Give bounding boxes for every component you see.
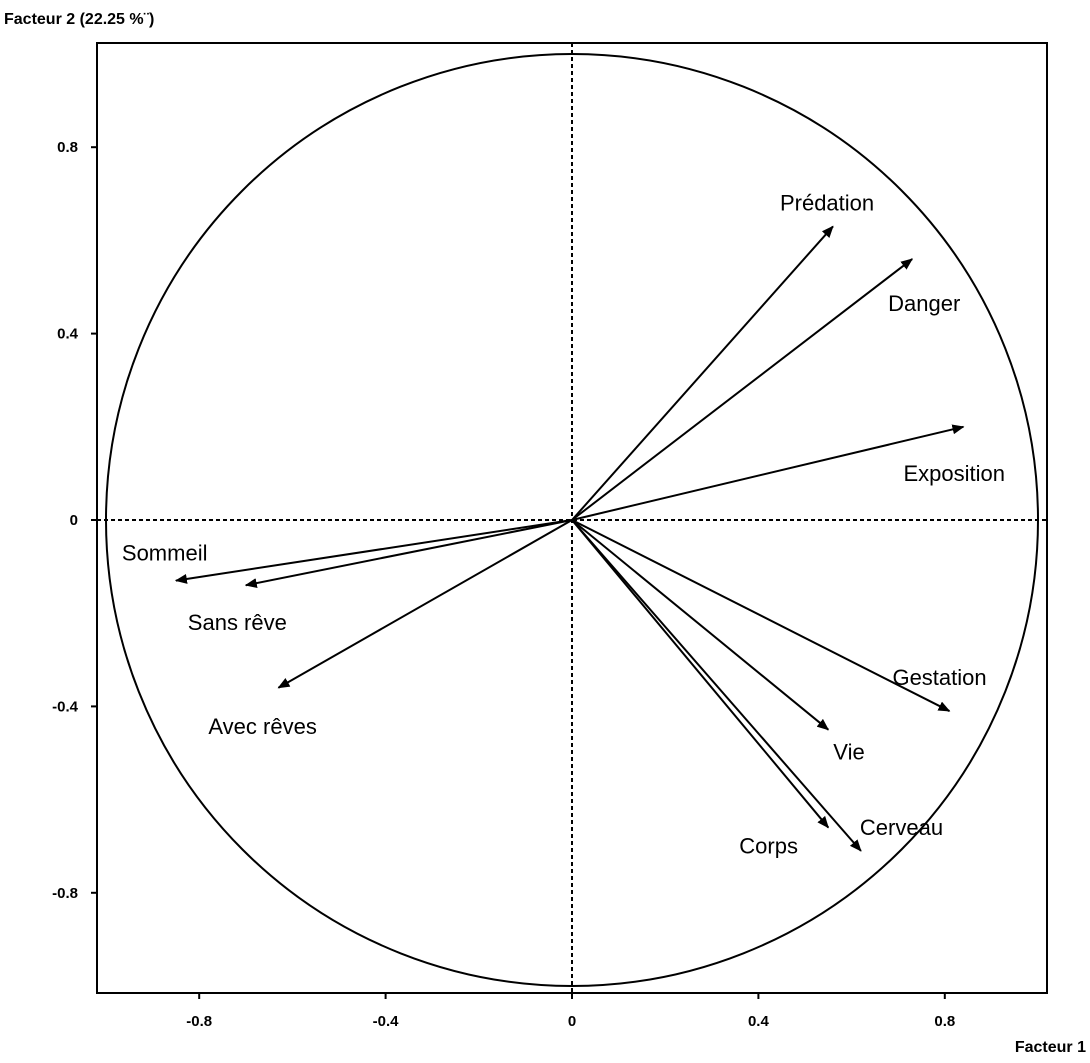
variable-label-sommeil: Sommeil: [122, 541, 208, 566]
variable-label-danger: Danger: [888, 291, 960, 316]
variable-label-predation: Prédation: [780, 190, 874, 215]
variable-label-avec-reves: Avec rêves: [208, 714, 316, 739]
arrow-exposition: [571, 424, 965, 521]
arrow-corps: [571, 519, 830, 829]
y-tick-label: 0: [70, 512, 78, 529]
variable-label-vie: Vie: [833, 740, 864, 765]
x-tick-label: -0.4: [373, 1013, 400, 1030]
arrow-cerveau: [571, 519, 862, 852]
variable-label-gestation: Gestation: [892, 665, 986, 690]
arrow-avec-reves: [277, 519, 573, 689]
arrow-gestation: [571, 519, 951, 712]
y-tick-label: 0.8: [57, 139, 78, 156]
arrow-danger: [571, 258, 913, 521]
y-axis-title: Facteur 2 (22.25 %¨): [4, 11, 154, 28]
arrow-predation: [571, 225, 834, 521]
y-tick-label: 0.4: [57, 326, 79, 343]
x-tick-label: 0: [568, 1013, 576, 1030]
variable-label-exposition: Exposition: [903, 461, 1005, 486]
variable-label-corps: Corps: [739, 834, 798, 859]
arrow-sans-reve: [244, 519, 573, 588]
y-tick-label: -0.4: [52, 698, 79, 715]
x-tick-label: -0.8: [186, 1013, 212, 1030]
x-tick-label: 0.4: [748, 1013, 770, 1030]
x-axis-title: Facteur 1: [1015, 1039, 1086, 1056]
y-tick-label: -0.8: [52, 885, 78, 902]
variable-label-cerveau: Cerveau: [860, 815, 943, 840]
unit-circle: [105, 53, 1039, 987]
variable-label-sans-reve: Sans rêve: [188, 610, 287, 635]
arrow-vie: [571, 519, 830, 731]
x-tick-label: 0.8: [934, 1013, 955, 1030]
arrow-sommeil: [174, 519, 573, 584]
